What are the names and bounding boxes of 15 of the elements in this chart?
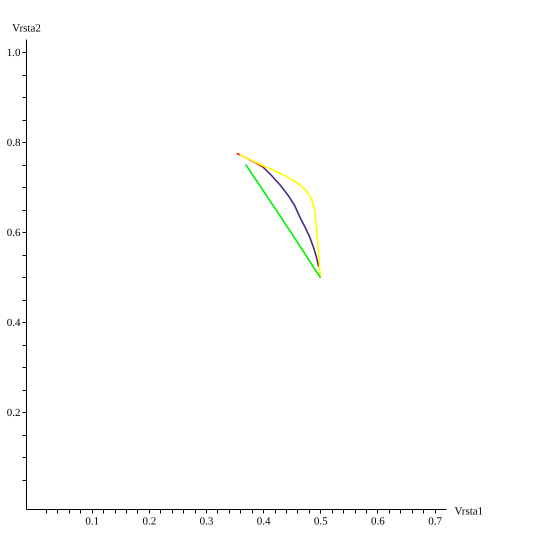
- y-tick-label: 0.6: [6, 226, 21, 239]
- x-tick-label: 0.2: [142, 516, 156, 528]
- y-tick-label: 0.2: [6, 406, 20, 419]
- x-tick-label: 0.6: [371, 516, 386, 528]
- x-tick-label: 0.7: [428, 516, 442, 528]
- line-series: [262, 166, 320, 267]
- x-tick-label: 0.1: [85, 516, 100, 528]
- y-axis-title: Vrsta2: [12, 22, 41, 34]
- x-tick-label: 0.4: [256, 516, 272, 528]
- x-axis-title: Vrsta1: [454, 506, 484, 518]
- y-tick-label: 0.8: [6, 136, 21, 149]
- y-tick-label: 1.0: [6, 46, 21, 59]
- x-tick-label: 0.5: [314, 516, 328, 528]
- x-tick-label: 0.3: [200, 516, 214, 528]
- y-tick-label: 0.4: [6, 316, 21, 329]
